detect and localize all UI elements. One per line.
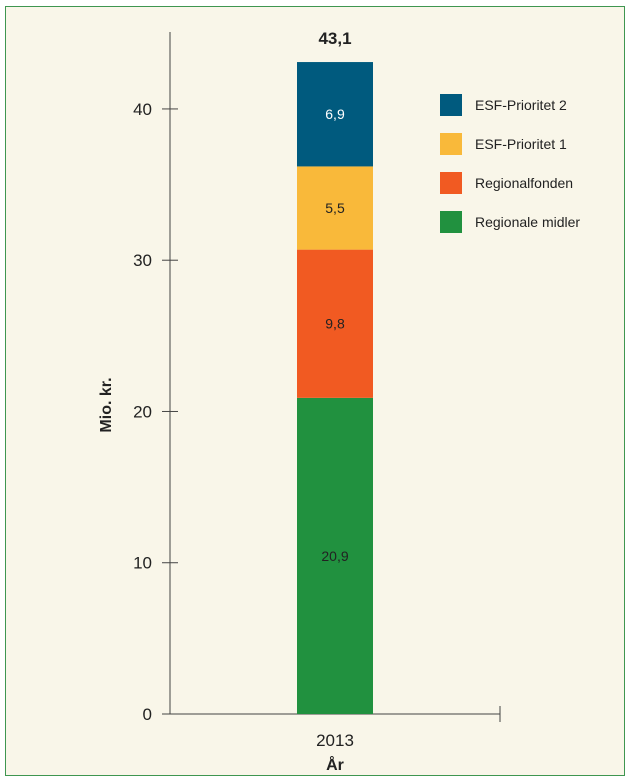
- data-label: 9,8: [325, 316, 345, 332]
- data-label: 5,5: [325, 200, 345, 216]
- y-axis-title: Mio. kr.: [98, 377, 115, 432]
- legend-label: ESF-Prioritet 1: [475, 136, 567, 152]
- legend-label: ESF-Prioritet 2: [475, 97, 567, 113]
- legend-swatch: [440, 172, 462, 194]
- bar-segment: [297, 62, 373, 167]
- x-axis-title: År: [326, 755, 344, 774]
- bar-segment: [297, 249, 373, 398]
- y-tick-label: 0: [143, 705, 152, 724]
- bar-segment: [297, 166, 373, 250]
- total-label: 43,1: [318, 29, 351, 48]
- y-tick-label: 30: [133, 251, 152, 270]
- legend-label: Regionalfonden: [475, 175, 573, 191]
- x-tick-label: 2013: [316, 731, 354, 750]
- y-tick-label: 20: [133, 402, 152, 421]
- bar-segment: [297, 397, 373, 714]
- data-label: 20,9: [321, 548, 348, 564]
- y-tick-label: 40: [133, 100, 152, 119]
- y-tick-label: 10: [133, 554, 152, 573]
- data-label: 6,9: [325, 106, 345, 122]
- legend-swatch: [440, 211, 462, 233]
- legend-label: Regionale midler: [475, 214, 580, 230]
- legend-swatch: [440, 94, 462, 116]
- legend-swatch: [440, 133, 462, 155]
